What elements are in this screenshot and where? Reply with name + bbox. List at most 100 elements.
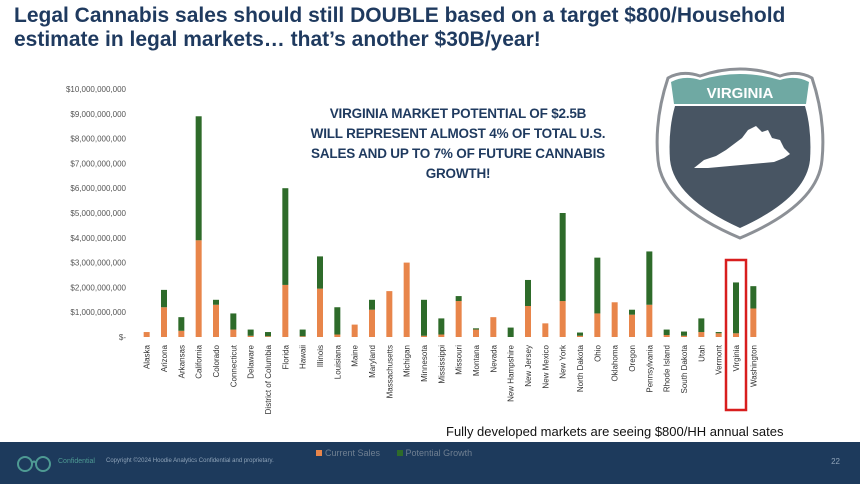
x-tick-label: Minnesota: [420, 344, 429, 381]
y-tick-label: $9,000,000,000: [70, 110, 126, 119]
bar-potential-growth: [507, 327, 514, 337]
bar-current-sales: [403, 262, 410, 337]
x-tick-label: Virginia: [732, 344, 741, 371]
bars-group: [143, 116, 757, 337]
bar-potential-growth: [559, 213, 566, 302]
y-tick-label: $10,000,000,000: [66, 85, 127, 94]
bar-current-sales: [421, 335, 427, 337]
virginia-badge: VIRGINIA: [655, 67, 825, 240]
footer-copyright: Copyright ©2024 Hoodie Analytics Confide…: [106, 458, 274, 464]
x-tick-label: New Mexico: [541, 344, 550, 388]
bar-current-sales: [629, 314, 635, 337]
x-tick-label: Utah: [697, 345, 706, 362]
bar-potential-growth: [299, 329, 306, 337]
legend-swatch-current: [316, 450, 322, 456]
bar-current-sales: [282, 284, 289, 337]
bar-current-sales: [265, 336, 271, 337]
virginia-highlight-box: [724, 258, 748, 412]
bar-current-sales: [143, 332, 150, 337]
legend-item-potential: Potential Growth: [396, 448, 473, 458]
bar-potential-growth: [455, 296, 462, 302]
y-tick-label: $3,000,000,000: [70, 259, 126, 268]
bar-current-sales: [351, 324, 358, 337]
bar-current-sales: [195, 240, 202, 337]
bar-current-sales: [161, 307, 167, 337]
bar-current-sales: [473, 329, 479, 337]
bar-current-sales: [646, 304, 653, 337]
x-tick-label: Alaska: [143, 344, 152, 369]
x-tick-label: New Hampshire: [507, 344, 516, 401]
headline-line-2: estimate in legal markets… that’s anothe…: [14, 28, 541, 51]
bar-potential-growth: [594, 257, 601, 314]
x-tick-label: Washington: [749, 345, 758, 387]
y-axis: $- $1,000,000,000 $2,000,000,000 $3,000,000…: [66, 85, 127, 342]
x-tick-label: Colorado: [212, 344, 221, 377]
bar-current-sales: [611, 302, 618, 337]
x-tick-label: North Dakota: [576, 344, 585, 392]
y-tick-label: $4,000,000,000: [70, 234, 126, 243]
slide-headline: Legal Cannabis sales should still DOUBLE…: [14, 4, 854, 52]
bar-current-sales: [525, 306, 531, 337]
bar-potential-growth: [282, 188, 289, 285]
bar-potential-growth: [265, 332, 271, 337]
x-tick-label: Missouri: [455, 345, 464, 375]
bar-current-sales: [317, 288, 323, 337]
bar-potential-growth: [421, 299, 427, 336]
x-tick-label: Florida: [281, 344, 290, 369]
glasses-logo-icon: [17, 456, 51, 472]
legend-label-potential: Potential Growth: [405, 448, 473, 458]
badge-shield-inner: [669, 106, 811, 228]
bar-potential-growth: [525, 279, 531, 306]
footnote: Fully developed markets are seeing $800/…: [446, 424, 784, 439]
bar-potential-growth: [178, 317, 185, 331]
bar-current-sales: [663, 335, 670, 337]
badge-header: [671, 74, 809, 104]
bar-potential-growth: [438, 318, 445, 335]
bar-current-sales: [681, 335, 687, 337]
bar-potential-growth: [750, 286, 757, 309]
x-tick-label: Oregon: [628, 345, 637, 372]
bar-current-sales: [577, 335, 583, 337]
bar-potential-growth: [161, 289, 167, 308]
bar-potential-growth: [698, 318, 705, 333]
x-tick-label: Mississippi: [437, 345, 446, 384]
bar-current-sales: [247, 335, 254, 337]
bar-current-sales: [559, 301, 566, 337]
y-tick-label: $8,000,000,000: [70, 135, 126, 144]
y-tick-label: $6,000,000,000: [70, 184, 126, 193]
legend-label-current: Current Sales: [325, 448, 381, 458]
bar-potential-growth: [681, 331, 687, 336]
bar-current-sales: [542, 323, 549, 337]
x-tick-label: Hawaii: [299, 345, 308, 369]
x-tick-label: Arizona: [160, 344, 169, 372]
callout-line-1: VIRGINIA MARKET POTENTIAL OF $2.5B: [329, 106, 587, 121]
x-tick-label: South Dakota: [680, 344, 689, 393]
bar-potential-growth: [715, 332, 722, 334]
bar-current-sales: [733, 333, 739, 337]
y-tick-label: $7,000,000,000: [70, 159, 126, 168]
x-tick-label: New Jersey: [524, 345, 533, 387]
callout-line-3: SALES AND UP TO 7% OF FUTURE CANNABIS: [311, 146, 605, 161]
bar-potential-growth: [230, 313, 237, 330]
x-tick-label: Illinois: [316, 345, 325, 367]
legend-swatch-potential: [396, 450, 403, 456]
legend-item-current: Current Sales: [316, 448, 380, 458]
bar-potential-growth: [473, 328, 479, 330]
x-tick-label: Michigan: [403, 345, 412, 377]
bar-current-sales: [369, 309, 375, 337]
bar-current-sales: [455, 301, 462, 337]
x-tick-label: Rhode Island: [663, 345, 672, 392]
virginia-callout: VIRGINIA MARKET POTENTIAL OF $2.5B WILL …: [262, 104, 654, 184]
bar-current-sales: [386, 291, 393, 337]
callout-line-4: GROWTH!: [425, 166, 491, 181]
bar-current-sales: [750, 308, 757, 337]
bar-current-sales: [334, 334, 341, 337]
bar-potential-growth: [733, 282, 739, 334]
x-tick-label: Delaware: [247, 344, 256, 378]
bar-current-sales: [213, 304, 219, 337]
x-tick-label: Nevada: [489, 344, 498, 372]
bar-potential-growth: [334, 307, 341, 335]
x-axis-labels: Alaska Arizona Arkansas California Colorado C…: [143, 344, 759, 414]
x-tick-label: Vermont: [715, 344, 724, 375]
